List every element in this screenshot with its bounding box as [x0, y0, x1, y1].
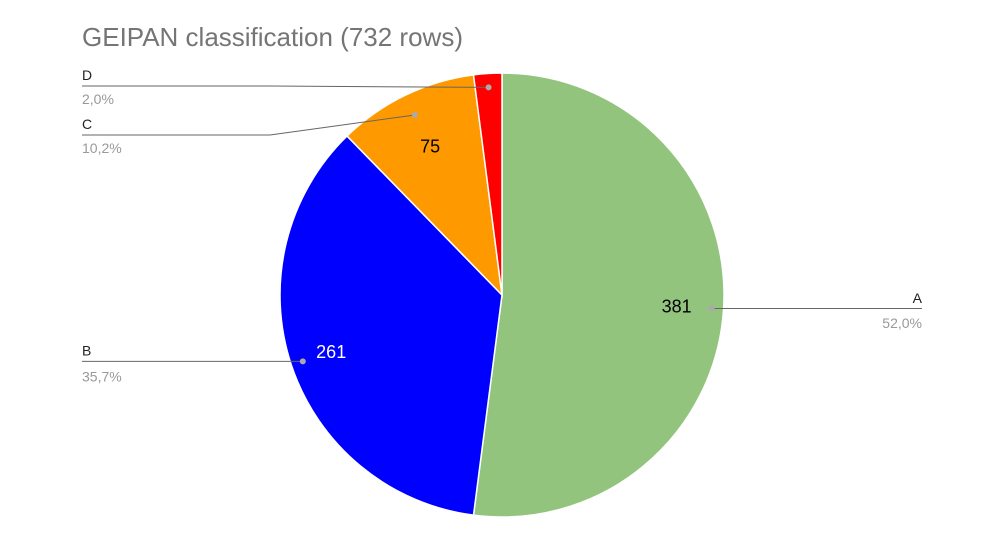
slices-layer — [279, 72, 725, 518]
category-label-a: A — [913, 290, 923, 306]
slice-value-label-a: 381 — [662, 296, 692, 316]
pie-slice-a — [472, 72, 725, 518]
slice-value-label-c: 75 — [420, 137, 440, 157]
labels-layer: 381 A 52,0% 261 B 35,7% 75 C 10,2% D 2,0% — [82, 67, 923, 384]
leader-dot-b — [299, 358, 306, 365]
chart-title: GEIPAN classification (732 rows) — [82, 22, 463, 52]
percent-label-b: 35,7% — [82, 368, 122, 384]
category-label-b: B — [82, 342, 91, 358]
category-label-d: D — [82, 67, 92, 83]
pie-slice-d — [472, 72, 503, 296]
slice-value-label-b: 261 — [316, 342, 346, 362]
leader-line-c — [82, 114, 415, 136]
percent-label-a: 52,0% — [882, 315, 922, 331]
leader-dot-a — [708, 305, 715, 312]
leader-dot-d — [485, 84, 492, 91]
percent-label-d: 2,0% — [82, 91, 114, 107]
percent-label-c: 10,2% — [82, 140, 122, 156]
pie-slice-c — [345, 73, 504, 298]
pie-slice-b — [279, 134, 503, 517]
leader-line-d — [82, 85, 489, 88]
leader-dot-c — [411, 112, 418, 118]
category-label-c: C — [82, 116, 92, 132]
leader-lines-layer — [82, 84, 922, 365]
